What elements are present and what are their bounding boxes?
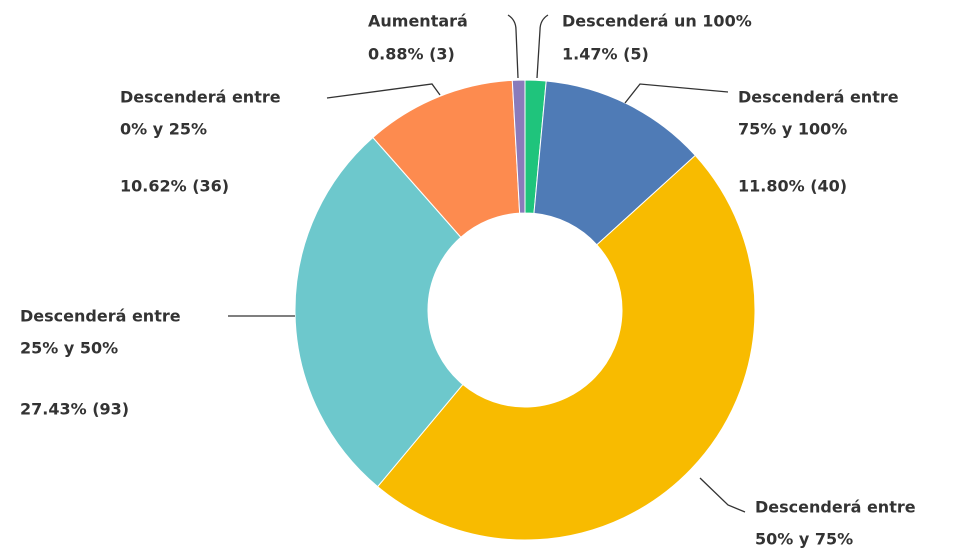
category-label: 75% y 100% [738, 120, 847, 139]
category-label: Descenderá entre [755, 498, 916, 517]
leader-line [507, 14, 519, 79]
value-label: 0.88% (3) [368, 45, 455, 64]
category-label: Descenderá un 100% [562, 12, 752, 31]
leader-line [326, 83, 441, 99]
value-label: 10.62% (36) [120, 177, 229, 196]
leader-line [624, 83, 729, 104]
donut-segment [533, 80, 697, 246]
leader-line [699, 477, 746, 513]
category-label: 0% y 25% [120, 120, 207, 139]
leader-line [536, 14, 549, 79]
category-label: Descenderá entre [120, 88, 281, 107]
category-label: 50% y 75% [755, 530, 853, 549]
value-label: 11.80% (40) [738, 177, 847, 196]
category-label: Descenderá entre [20, 307, 181, 326]
donut-segment [294, 136, 464, 488]
donut-segment [372, 79, 521, 238]
value-label: 1.47% (5) [562, 45, 649, 64]
category-label: Descenderá entre [738, 88, 899, 107]
donut-segment [376, 154, 756, 541]
donut-segment [511, 79, 526, 214]
category-label: Aumentará [368, 12, 468, 31]
value-label: 27.43% (93) [20, 400, 129, 419]
category-label: 25% y 50% [20, 339, 118, 358]
